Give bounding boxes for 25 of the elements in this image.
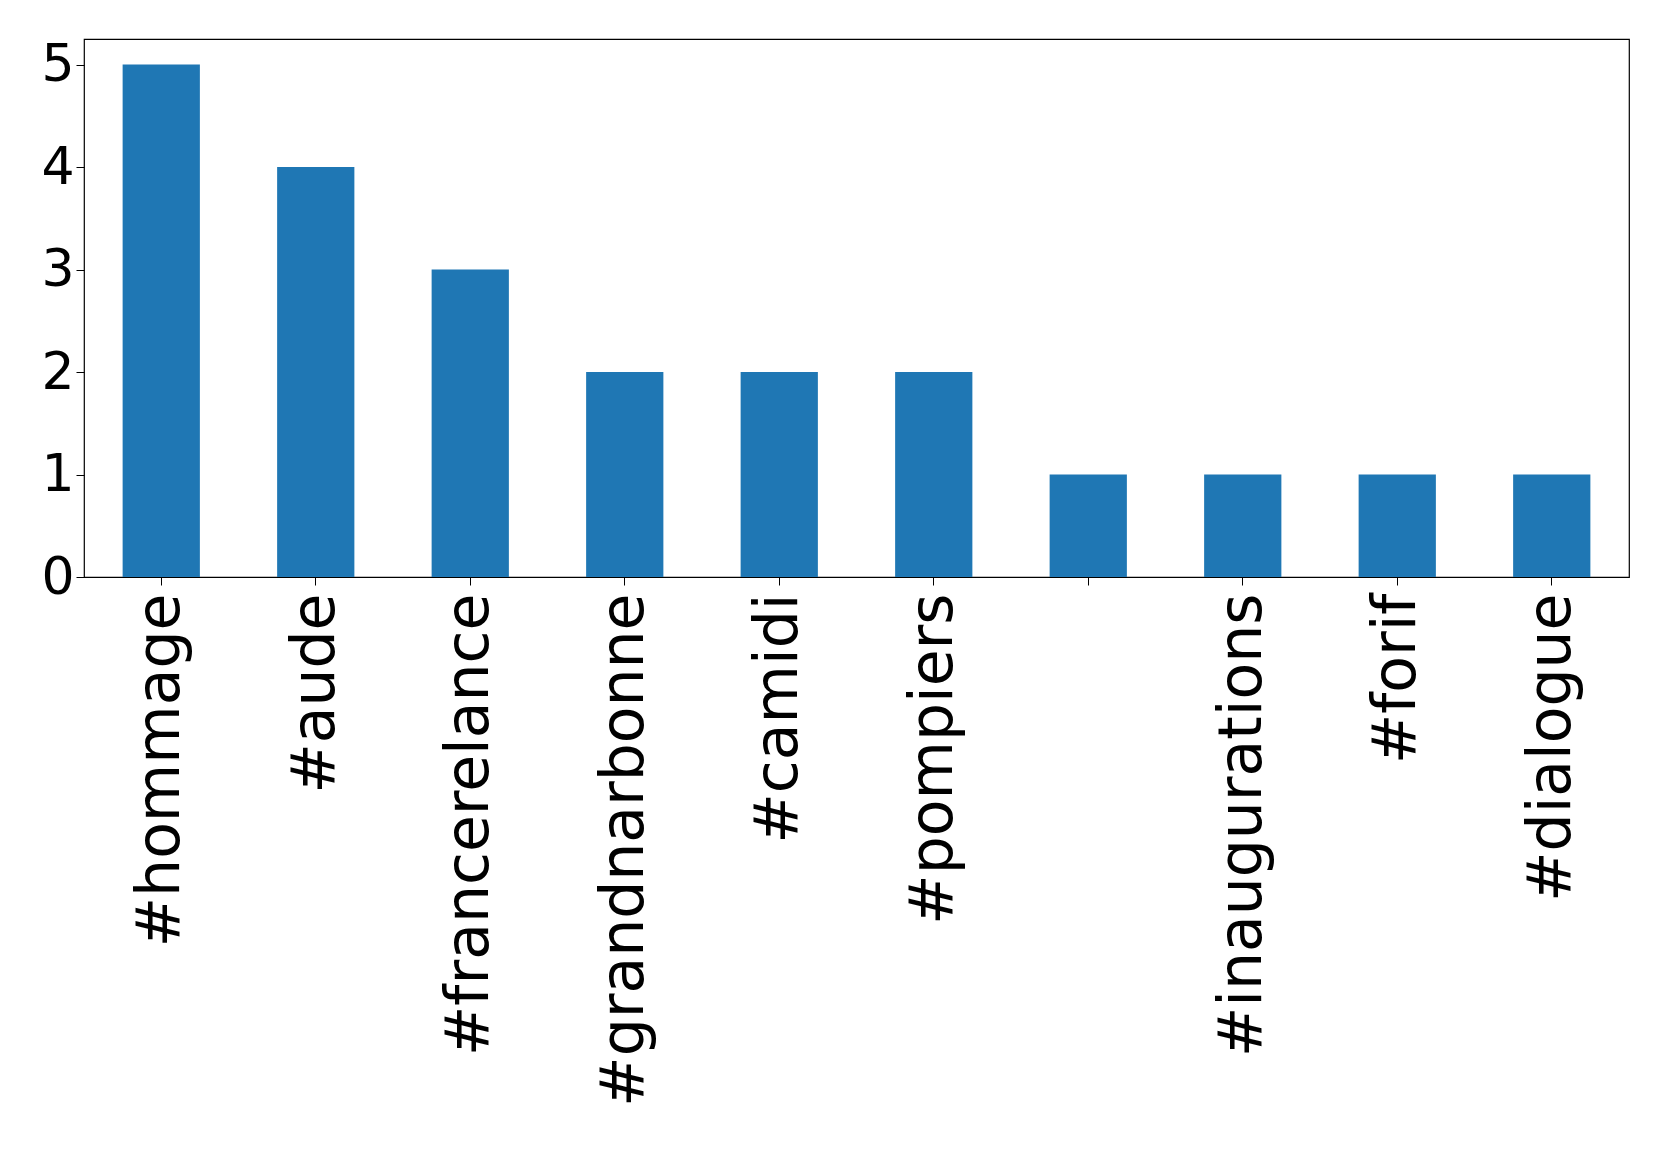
y-tick-label: 2 bbox=[41, 340, 75, 401]
y-tick-label: 5 bbox=[41, 33, 75, 94]
bar bbox=[895, 372, 973, 577]
x-tick-label: #forif bbox=[1359, 591, 1430, 765]
y-tick-label: 0 bbox=[41, 545, 75, 606]
y-tick-label: 3 bbox=[41, 238, 75, 299]
bar bbox=[586, 372, 664, 577]
bar bbox=[277, 167, 355, 577]
y-tick-label: 1 bbox=[41, 443, 75, 504]
bar bbox=[1358, 474, 1436, 577]
x-tick-label: #grandnarbonne bbox=[586, 593, 657, 1107]
bar bbox=[1513, 474, 1591, 577]
x-tick-label: #aude bbox=[277, 593, 348, 794]
x-tick-label: #camidi bbox=[741, 593, 812, 844]
bar bbox=[740, 372, 818, 577]
bar bbox=[1204, 474, 1282, 577]
bar bbox=[1049, 474, 1127, 577]
x-tick-label: #hommage bbox=[123, 593, 194, 948]
x-tick-label: #pompiers bbox=[895, 593, 966, 925]
x-tick-label: #francerelance bbox=[432, 593, 503, 1056]
bar bbox=[122, 64, 200, 577]
y-tick-label: 4 bbox=[41, 135, 75, 196]
x-tick-label: #inaugurations bbox=[1204, 593, 1275, 1058]
bar bbox=[431, 269, 509, 577]
x-tick-label: #dialogue bbox=[1513, 593, 1584, 902]
